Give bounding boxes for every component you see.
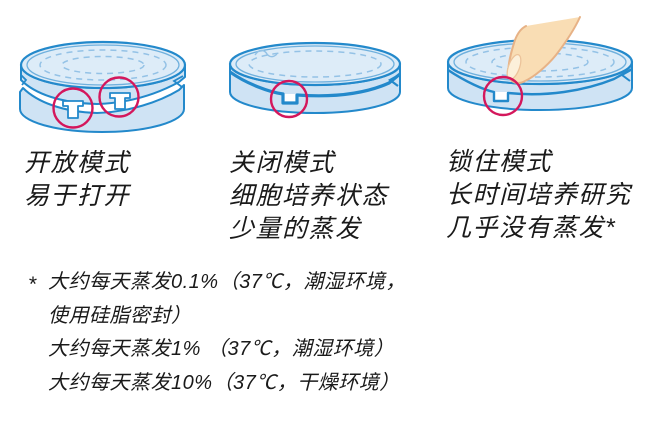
mode-desc-line: 几乎没有蒸发* [446, 214, 617, 242]
surface-mark [254, 49, 278, 58]
mode-label-closed: 关闭模式 细胞培养状态 少量的蒸发 [229, 147, 388, 246]
petri-dish-open-illustration [19, 40, 187, 133]
seam-line-with-notch [229, 70, 402, 105]
footnote-line: 大约每天蒸发1% （37℃，潮湿环境） [48, 338, 395, 360]
footnote-line: 使用硅脂密封） [48, 304, 192, 327]
petri-dish-closed-illustration [228, 41, 402, 119]
dashed-ring [39, 49, 167, 81]
highlight-circle [269, 79, 309, 119]
footnote-lines: 大约每天蒸发0.1%（37℃，潮湿环境， 使用硅脂密封） 大约每天蒸发1% （3… [48, 266, 406, 400]
right-edge-step [172, 75, 184, 88]
dish-lid-top [228, 41, 402, 87]
left-edge-step [20, 74, 28, 86]
highlight-circle [52, 87, 94, 129]
mode-title: 开放模式 [24, 149, 131, 177]
dashed-ring [491, 52, 589, 72]
highlight-circle [482, 75, 524, 117]
mode-title: 关闭模式 [229, 149, 336, 177]
highlight-circle [98, 76, 140, 118]
mode-label-open: 开放模式 易于打开 [24, 147, 130, 213]
mode-title: 锁住模式 [446, 148, 553, 176]
footnote-line: 大约每天蒸发0.1%（37℃，潮湿环境， [48, 271, 406, 293]
right-edge-step [620, 69, 632, 82]
mode-desc-line: 少量的蒸发 [229, 215, 362, 243]
petri-dish-locked-illustration [446, 16, 634, 117]
footnote-asterisk: * [28, 273, 37, 296]
mode-label-locked: 锁住模式 长时间培养研究 几乎没有蒸发* [446, 146, 632, 245]
right-edge-step [387, 74, 400, 87]
mode-desc-line: 长时间培养研究 [446, 181, 632, 209]
dashed-ring [61, 55, 145, 75]
inner-rim-line [235, 45, 395, 83]
latch-tab [62, 100, 84, 119]
seam-line-with-notch [447, 67, 633, 103]
notch-gap [284, 94, 296, 103]
footnote: * 大约每天蒸发0.1%（37℃，潮湿环境， 使用硅脂密封） 大约每天蒸发1% … [28, 266, 406, 400]
latch-tab [109, 92, 131, 110]
dish-base [19, 84, 185, 133]
dish-lid [19, 40, 187, 105]
mode-desc-line: 易于打开 [24, 182, 131, 210]
footnote-line: 大约每天蒸发10%（37℃，干燥环境） [48, 371, 400, 394]
dashed-ring [248, 50, 382, 78]
mode-desc-line: 细胞培养状态 [229, 182, 389, 210]
notch-gap [495, 92, 507, 101]
